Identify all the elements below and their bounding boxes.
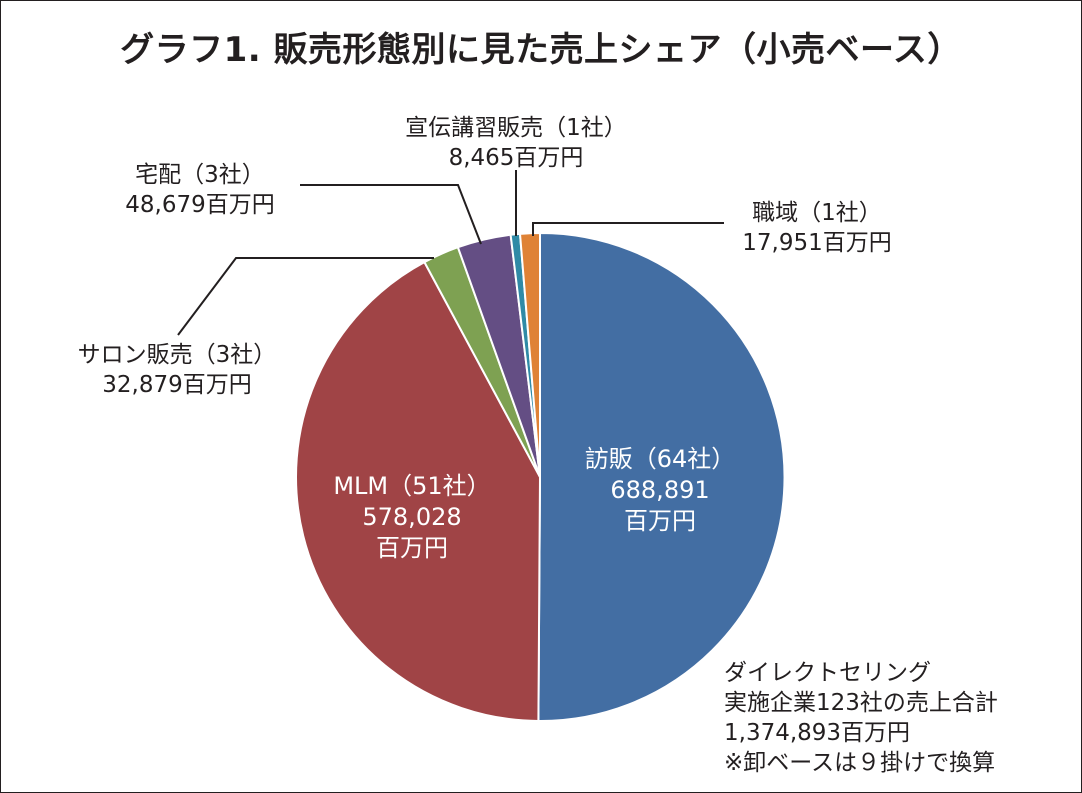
note-line-2: 実施企業123社の売上合計 xyxy=(724,690,998,716)
label-houhan: 訪販（64社） 688,891 百万円 xyxy=(560,444,760,537)
pie-slice-mlm xyxy=(295,261,541,722)
label-mlm-value: 578,028 xyxy=(362,503,462,531)
label-houhan-category: 訪販（64社） xyxy=(584,445,736,473)
label-shokuiki: 職域（1社） 17,951百万円 xyxy=(722,198,912,258)
total-note: ダイレクトセリング 実施企業123社の売上合計 1,374,893百万円 ※卸ベ… xyxy=(724,658,998,778)
note-line-3: 1,374,893百万円 xyxy=(724,720,911,746)
note-line-4: ※卸ベースは９掛けで換算 xyxy=(724,750,996,776)
label-takuhai: 宅配（3社） 48,679百万円 xyxy=(100,160,300,220)
label-shokuiki-category: 職域（1社） xyxy=(752,200,882,226)
label-salon-value: 32,879百万円 xyxy=(102,372,252,398)
label-senden-category: 宣伝講習販売（1社） xyxy=(405,115,627,141)
label-houhan-value: 688,891 xyxy=(610,476,710,504)
label-houhan-unit: 百万円 xyxy=(624,507,696,535)
label-shokuiki-value: 17,951百万円 xyxy=(742,230,892,256)
leader-line-shokuiki xyxy=(532,222,724,236)
leader-line-salon xyxy=(177,257,434,336)
leader-lines xyxy=(177,170,724,336)
label-mlm-category: MLM（51社） xyxy=(333,472,491,500)
label-takuhai-value: 48,679百万円 xyxy=(125,192,275,218)
label-mlm: MLM（51社） 578,028 百万円 xyxy=(312,471,512,564)
label-mlm-unit: 百万円 xyxy=(376,534,448,562)
pie-slice-houhan xyxy=(537,231,786,722)
label-salon: サロン販売（3社） 32,879百万円 xyxy=(52,340,302,400)
pie-slices xyxy=(295,231,786,722)
label-senden: 宣伝講習販売（1社） 8,465百万円 xyxy=(376,113,656,173)
pie-slice-shokuiki xyxy=(519,232,541,478)
note-line-1: ダイレクトセリング xyxy=(724,660,931,686)
leader-line-takuhai xyxy=(300,184,482,245)
label-salon-category: サロン販売（3社） xyxy=(77,342,277,368)
chart-title: グラフ1. 販売形態別に見た売上シェア（小売ベース） xyxy=(120,30,962,70)
label-senden-value: 8,465百万円 xyxy=(448,145,584,171)
label-takuhai-category: 宅配（3社） xyxy=(135,162,265,188)
